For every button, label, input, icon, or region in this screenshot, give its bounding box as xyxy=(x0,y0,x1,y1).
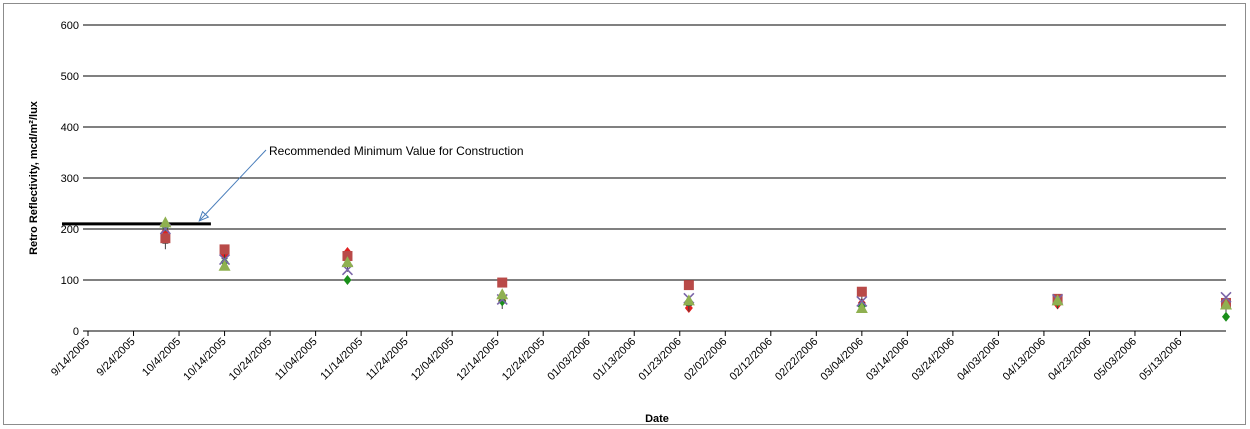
gridlines xyxy=(83,24,1226,332)
y-tick-label: 100 xyxy=(61,275,79,287)
x-tick-label: 12/04/2005 xyxy=(409,336,456,383)
y-tick-label: 400 xyxy=(61,122,79,134)
x-tick-label: 12/14/2005 xyxy=(454,336,501,383)
data-point xyxy=(342,251,353,262)
data-point xyxy=(1220,291,1232,303)
x-tick-labels: 9/14/2005 9/24/2005 10/4/200510/14/200510/… xyxy=(49,331,1185,383)
x-tick-label: 01/13/2006 xyxy=(591,336,638,383)
x-tick-label: 02/12/2006 xyxy=(728,336,775,383)
data-point xyxy=(1051,294,1064,306)
data-point xyxy=(682,294,695,306)
data-point xyxy=(497,277,508,288)
y-tick-label: 600 xyxy=(61,20,79,32)
x-tick-label: 11/24/2005 xyxy=(364,336,411,383)
x-tick-label: 04/13/2006 xyxy=(1001,336,1048,383)
data-point xyxy=(856,286,867,297)
y-tick-label: 300 xyxy=(61,173,79,185)
data-point xyxy=(343,275,352,285)
chart-area xyxy=(3,3,1246,425)
x-tick-label: 01/23/2006 xyxy=(636,336,683,383)
data-point xyxy=(496,288,509,300)
x-axis-title: Date xyxy=(645,413,669,425)
data-point xyxy=(1222,311,1230,322)
y-tick-label: 500 xyxy=(61,71,79,83)
y-tick-label: 0 xyxy=(73,326,79,338)
annotation-arrowhead xyxy=(198,210,210,222)
x-tick-label: 01/03/2006 xyxy=(545,336,592,383)
y-axis-title: Retro Reflectivity, mcd/m²/lux xyxy=(28,100,40,255)
data-point xyxy=(219,244,230,255)
x-tick-label: 02/02/2006 xyxy=(682,336,729,383)
data-point xyxy=(159,216,172,228)
x-tick-label: 03/24/2006 xyxy=(910,336,957,383)
x-tick-label: 10/24/2005 xyxy=(227,336,274,383)
x-tick-label: 11/14/2005 xyxy=(318,336,365,383)
y-tick-labels: 0 100 200 300 400 500 600 xyxy=(61,20,79,338)
x-tick-label: 04/03/2006 xyxy=(955,336,1002,383)
x-tick-label: 11/04/2005 xyxy=(273,336,320,383)
x-tick-label: 9/24/2005 xyxy=(95,336,138,379)
x-tick-label: 05/13/2006 xyxy=(1137,336,1184,383)
data-point xyxy=(856,295,868,307)
data-point xyxy=(855,302,868,314)
x-tick-label: 04/23/2006 xyxy=(1046,336,1093,383)
y-tick-label: 200 xyxy=(61,224,79,236)
data-point xyxy=(1220,298,1232,310)
data-point xyxy=(218,254,231,266)
annotation-arrow xyxy=(198,149,267,222)
x-tick-label: 12/24/2005 xyxy=(500,336,547,383)
data-point xyxy=(341,256,354,268)
x-tick-label: 02/22/2006 xyxy=(773,336,820,383)
data-point xyxy=(218,259,231,271)
data-point xyxy=(160,233,171,244)
x-tick-label: 10/4/2005 xyxy=(140,336,183,379)
data-point xyxy=(683,280,694,291)
annotation-text: Recommended Minimum Value for Constructi… xyxy=(269,144,524,158)
x-tick-label: 10/14/2005 xyxy=(181,336,228,383)
x-tick-label: 03/04/2006 xyxy=(819,336,866,383)
x-tick-label: 03/14/2006 xyxy=(864,336,911,383)
x-tick-label: 05/03/2006 xyxy=(1092,336,1139,383)
x-tick-label: 9/14/2005 xyxy=(49,336,92,379)
data-points xyxy=(159,216,1232,322)
